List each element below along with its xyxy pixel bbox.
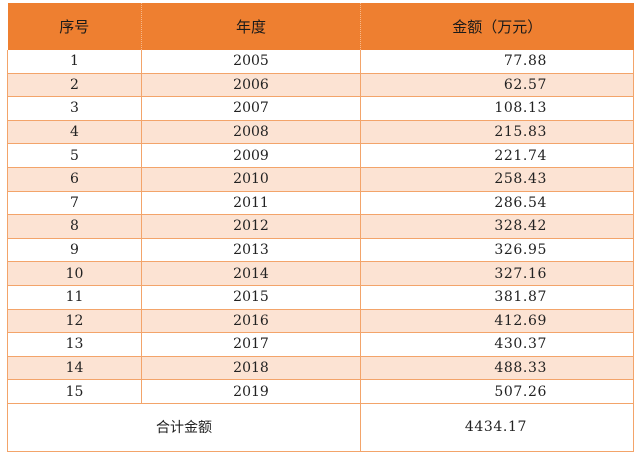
- table-row: 9 2013 326.95: [7, 238, 634, 263]
- cell-index: 12: [7, 309, 142, 334]
- cell-index: 3: [7, 96, 142, 121]
- table-row: 10 2014 327.16: [7, 261, 634, 286]
- table-row: 5 2009 221.74: [7, 143, 634, 168]
- table-row: 14 2018 488.33: [7, 356, 634, 381]
- table-row: 11 2015 381.87: [7, 285, 634, 310]
- cell-index: 15: [7, 379, 142, 404]
- table-body: 1 2005 77.88 2 2006 62.57 3 2007 108.13 …: [7, 50, 634, 452]
- cell-index: 13: [7, 332, 142, 357]
- table-row: 12 2016 412.69: [7, 309, 634, 334]
- cell-amount: 412.69: [360, 309, 634, 334]
- cell-index: 14: [7, 356, 142, 381]
- total-amount: 4434.17: [360, 403, 634, 452]
- cell-amount: 77.88: [360, 50, 634, 74]
- header-amount: 金额（万元）: [360, 3, 634, 50]
- cell-amount: 430.37: [360, 332, 634, 357]
- cell-amount: 327.16: [360, 261, 634, 286]
- cell-amount: 62.57: [360, 73, 634, 98]
- cell-year: 2018: [141, 356, 361, 381]
- cell-index: 1: [7, 50, 142, 74]
- cell-year: 2014: [141, 261, 361, 286]
- table-row: 1 2005 77.88: [7, 50, 634, 74]
- cell-year: 2019: [141, 379, 361, 404]
- cell-year: 2007: [141, 96, 361, 121]
- cell-year: 2015: [141, 285, 361, 310]
- amount-table-container: 序号 年度 金额（万元） 1 2005 77.88 2 2006 62.57 3…: [7, 3, 634, 452]
- total-row: 合计金额 4434.17: [7, 403, 634, 452]
- cell-index: 8: [7, 214, 142, 239]
- cell-year: 2008: [141, 120, 361, 145]
- cell-index: 11: [7, 285, 142, 310]
- cell-amount: 215.83: [360, 120, 634, 145]
- cell-year: 2012: [141, 214, 361, 239]
- header-year: 年度: [141, 3, 361, 50]
- cell-year: 2006: [141, 73, 361, 98]
- cell-amount: 326.95: [360, 238, 634, 263]
- cell-index: 7: [7, 191, 142, 216]
- cell-amount: 328.42: [360, 214, 634, 239]
- table-row: 2 2006 62.57: [7, 73, 634, 98]
- cell-year: 2016: [141, 309, 361, 334]
- table-row: 6 2010 258.43: [7, 167, 634, 192]
- table-row: 3 2007 108.13: [7, 96, 634, 121]
- cell-amount: 381.87: [360, 285, 634, 310]
- table-row: 8 2012 328.42: [7, 214, 634, 239]
- cell-amount: 108.13: [360, 96, 634, 121]
- cell-index: 9: [7, 238, 142, 263]
- cell-amount: 286.54: [360, 191, 634, 216]
- table-row: 13 2017 430.37: [7, 332, 634, 357]
- cell-year: 2013: [141, 238, 361, 263]
- cell-year: 2009: [141, 143, 361, 168]
- cell-amount: 221.74: [360, 143, 634, 168]
- cell-year: 2005: [141, 50, 361, 74]
- cell-index: 6: [7, 167, 142, 192]
- cell-year: 2011: [141, 191, 361, 216]
- cell-index: 10: [7, 261, 142, 286]
- cell-amount: 258.43: [360, 167, 634, 192]
- cell-index: 2: [7, 73, 142, 98]
- cell-amount: 488.33: [360, 356, 634, 381]
- cell-amount: 507.26: [360, 379, 634, 404]
- cell-year: 2017: [141, 332, 361, 357]
- cell-index: 5: [7, 143, 142, 168]
- table-row: 15 2019 507.26: [7, 379, 634, 404]
- cell-year: 2010: [141, 167, 361, 192]
- cell-index: 4: [7, 120, 142, 145]
- table-header: 序号 年度 金额（万元）: [7, 3, 634, 50]
- header-index: 序号: [7, 3, 142, 50]
- annual-amount-table: 序号 年度 金额（万元） 1 2005 77.88 2 2006 62.57 3…: [7, 3, 634, 452]
- total-label: 合计金额: [7, 403, 361, 452]
- table-row: 7 2011 286.54: [7, 191, 634, 216]
- header-row: 序号 年度 金额（万元）: [7, 3, 634, 50]
- table-row: 4 2008 215.83: [7, 120, 634, 145]
